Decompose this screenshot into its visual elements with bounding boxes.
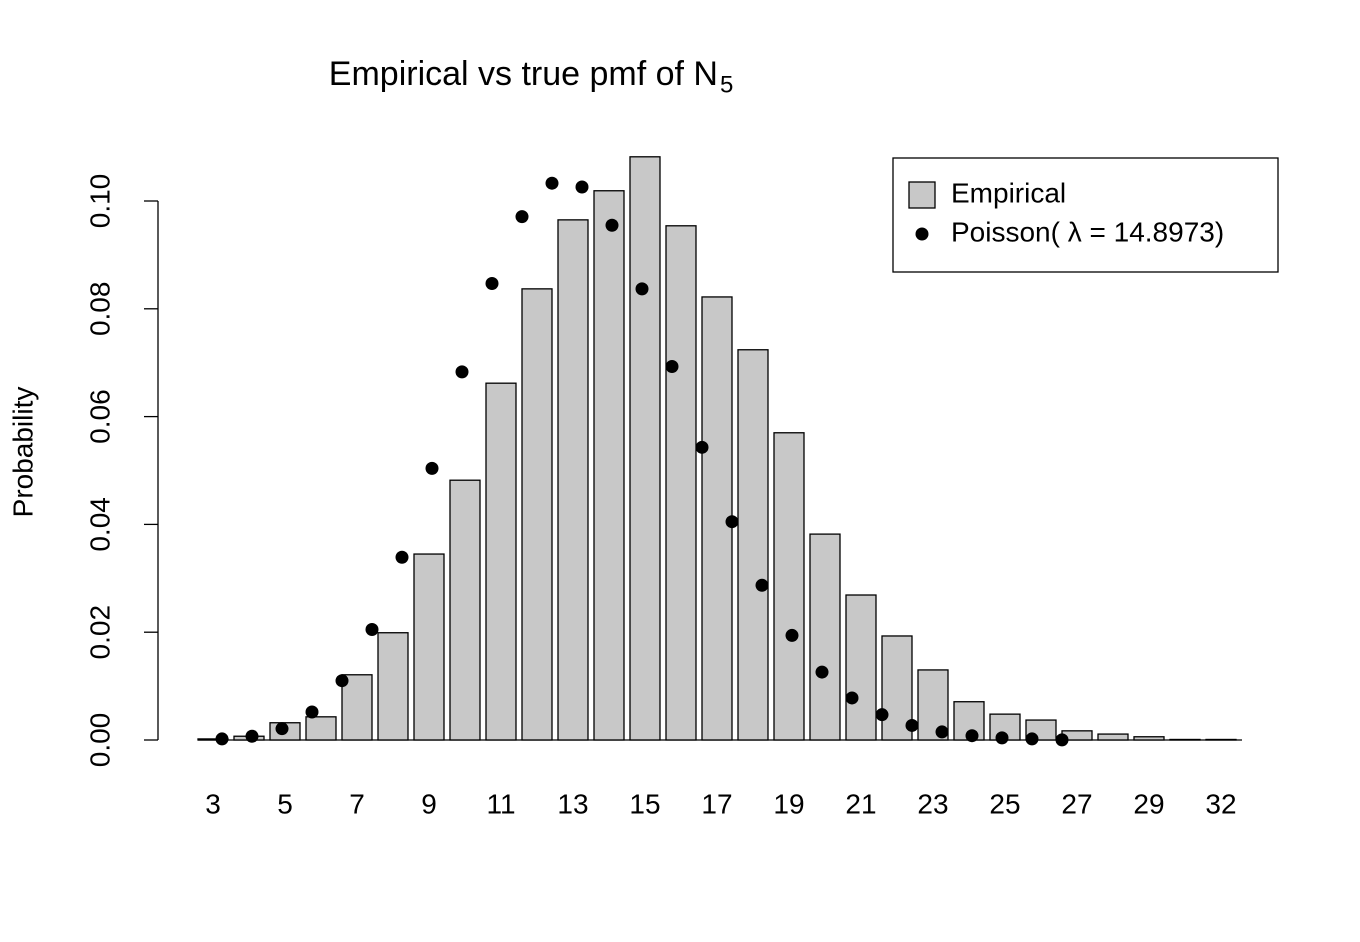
bar: [629, 156, 661, 741]
bar: [521, 288, 553, 741]
point: [605, 218, 619, 232]
bar: [449, 479, 481, 741]
bar: [665, 225, 697, 741]
point: [665, 359, 679, 373]
point: [815, 665, 829, 679]
point: [425, 461, 439, 475]
x-tick-label: 3: [205, 788, 221, 819]
y-tick-label: 0.00: [84, 713, 115, 768]
bar: [1169, 738, 1201, 741]
y-tick-label: 0.04: [84, 497, 115, 552]
y-tick-label: 0.06: [84, 389, 115, 444]
point: [1025, 732, 1039, 746]
point: [305, 705, 319, 719]
bar: [1097, 733, 1129, 741]
x-tick-label: 29: [1133, 788, 1164, 819]
legend-label: Empirical: [951, 177, 1066, 208]
bar: [485, 382, 517, 741]
y-tick-label: 0.02: [84, 605, 115, 660]
point: [515, 210, 529, 224]
bar: [593, 190, 625, 741]
point: [695, 440, 709, 454]
point: [965, 729, 979, 743]
point: [875, 708, 889, 722]
point: [935, 725, 949, 739]
bar: [557, 219, 589, 741]
legend-label: Poisson( λ = 14.8973): [951, 216, 1224, 247]
x-tick-label: 7: [349, 788, 365, 819]
point: [245, 729, 259, 743]
x-tick-label: 17: [701, 788, 732, 819]
y-axis-label: Probability: [7, 387, 38, 518]
bar: [881, 635, 913, 741]
legend-box: [892, 157, 1279, 273]
x-tick-label: 15: [629, 788, 660, 819]
bar: [413, 553, 445, 741]
x-tick-label: 19: [773, 788, 804, 819]
bar: [341, 674, 373, 741]
point: [725, 515, 739, 529]
x-tick-label: 25: [989, 788, 1020, 819]
point: [215, 732, 229, 746]
bar: [737, 349, 769, 741]
x-tick-label: 5: [277, 788, 293, 819]
bar: [305, 716, 337, 741]
point: [755, 578, 769, 592]
point: [785, 628, 799, 642]
x-tick-label: 23: [917, 788, 948, 819]
point: [575, 180, 589, 194]
x-tick-label: 27: [1061, 788, 1092, 819]
x-tick-label: 32: [1205, 788, 1236, 819]
chart-title-subscript: 5: [720, 71, 733, 98]
point: [275, 722, 289, 736]
legend-marker: [915, 227, 929, 241]
y-tick-label: 0.10: [84, 174, 115, 229]
point: [335, 674, 349, 688]
chart-title: Empirical vs true pmf of N: [329, 55, 718, 93]
bar: [1133, 736, 1165, 741]
point: [635, 282, 649, 296]
point: [995, 731, 1009, 745]
x-tick-label: 13: [557, 788, 588, 819]
point: [485, 276, 499, 290]
point: [905, 718, 919, 732]
point: [545, 176, 559, 190]
point: [1055, 733, 1069, 747]
point: [455, 365, 469, 379]
point: [365, 623, 379, 637]
bar: [377, 632, 409, 741]
x-tick-label: 21: [845, 788, 876, 819]
bar: [845, 594, 877, 741]
point: [845, 691, 859, 705]
x-tick-label: 11: [486, 788, 515, 819]
bar: [1205, 738, 1237, 741]
y-tick-label: 0.08: [84, 282, 115, 337]
x-tick-label: 9: [421, 788, 437, 819]
point: [395, 550, 409, 564]
legend-swatch: [908, 181, 936, 209]
bar: [809, 533, 841, 741]
bar: [773, 432, 805, 741]
